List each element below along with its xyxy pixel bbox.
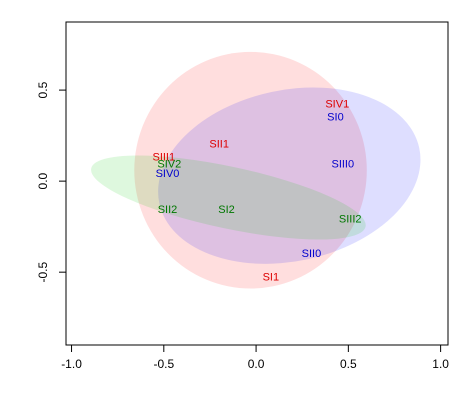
point-label: SI0 (327, 111, 344, 123)
point-label: SIV0 (156, 168, 180, 180)
x-tick-label: 0.5 (340, 357, 357, 371)
point-label: SIII0 (331, 159, 354, 171)
confidence-ellipse (91, 155, 366, 240)
ellipses (91, 51, 421, 289)
confidence-ellipse (158, 87, 421, 264)
point-label: SII0 (302, 248, 322, 260)
point-label: SI1 (263, 272, 280, 284)
point-label: SI2 (218, 204, 235, 216)
x-tick-label: -1.0 (61, 357, 82, 371)
point-label: SII2 (158, 204, 178, 216)
plot-box (65, 21, 449, 346)
y-tick-label: 0.5 (36, 81, 50, 98)
x-tick-label: -0.5 (153, 357, 174, 371)
point-label: SII1 (209, 139, 229, 151)
confidence-ellipse (134, 51, 367, 289)
y-tick-label: -0.5 (36, 262, 50, 283)
point-label: SIV1 (325, 99, 349, 111)
y-tick-label: 0.0 (36, 172, 50, 189)
point-label: SIV2 (157, 159, 181, 171)
point-label: SIII2 (339, 213, 362, 225)
point-label: SIII1 (152, 151, 175, 163)
x-tick-label: 0.0 (248, 357, 265, 371)
x-tick-label: 1.0 (432, 357, 449, 371)
